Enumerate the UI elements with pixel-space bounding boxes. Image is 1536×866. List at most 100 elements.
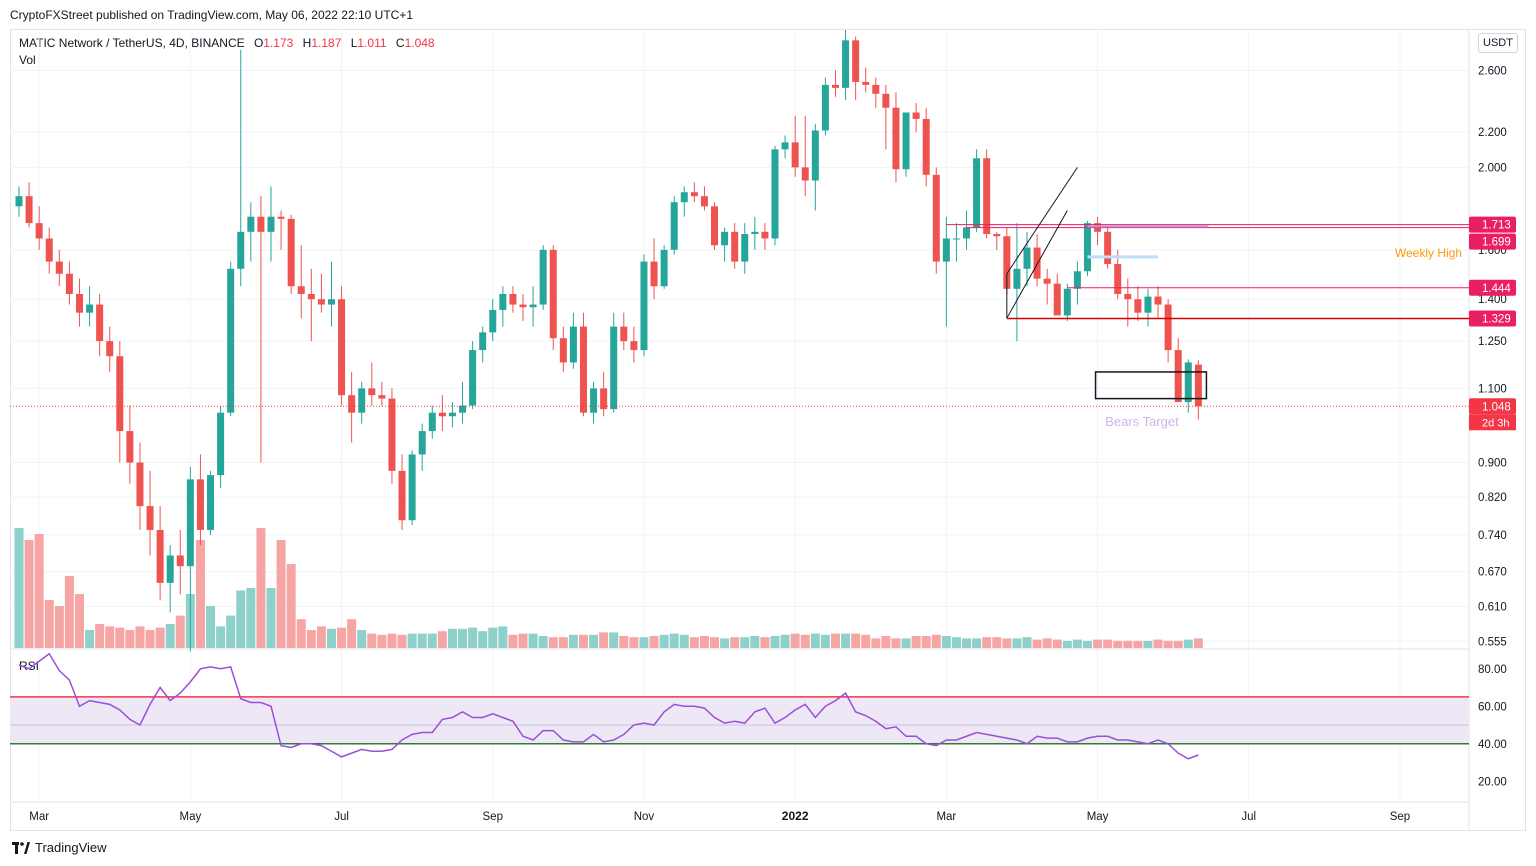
volume-bar (54, 606, 64, 648)
candle-body (418, 431, 426, 455)
candle (761, 223, 769, 250)
candle-body (650, 261, 658, 287)
rsi-legend[interactable]: RSI (19, 659, 40, 673)
volume-bar (508, 634, 518, 648)
volume-bar (478, 631, 488, 648)
time-tick-label: May (1087, 811, 1109, 823)
candle-body (781, 142, 789, 150)
candle (690, 182, 698, 203)
price-tick-label: 1.600 (1478, 245, 1507, 257)
candle-body (610, 326, 618, 410)
volume-bar (629, 637, 639, 648)
candle (156, 506, 164, 601)
candle (771, 145, 779, 246)
target-box (1094, 371, 1208, 400)
candle (650, 238, 658, 300)
candle-body (338, 299, 346, 396)
candle (75, 278, 83, 327)
candle (902, 112, 910, 177)
volume-bar (397, 634, 407, 648)
volume-bar (447, 628, 457, 648)
volume-bar (841, 633, 851, 648)
candle-body (45, 238, 53, 262)
candle (348, 371, 356, 443)
candle (1063, 283, 1071, 321)
rsi-tick-label: 40.00 (1478, 739, 1507, 751)
candle (479, 326, 487, 363)
candle-body (700, 196, 708, 207)
candle (1184, 359, 1192, 413)
candle (1134, 286, 1142, 321)
candle (176, 529, 184, 595)
volume-bar (1103, 639, 1113, 648)
candle-body (590, 388, 598, 413)
tradingview-brand[interactable]: TradingView (12, 840, 107, 855)
volume-bar (1062, 640, 1072, 648)
candle-body (96, 304, 104, 342)
price-tick-label: 2.600 (1478, 65, 1507, 77)
volume-bar (1093, 639, 1103, 648)
low-value: 1.011 (357, 36, 387, 50)
volume-bar (1082, 640, 1092, 648)
candle (207, 470, 215, 535)
volume-bar (125, 630, 135, 648)
rsi-tick-label: 20.00 (1478, 776, 1507, 788)
candle (448, 402, 456, 428)
candle-body (680, 192, 688, 203)
candle (25, 182, 33, 228)
volume-bar (458, 628, 468, 648)
candle (680, 186, 688, 217)
candle (317, 273, 325, 313)
candle (801, 115, 809, 197)
volume-legend[interactable]: Vol (19, 53, 36, 67)
candle-body (398, 470, 406, 521)
candle (1073, 261, 1081, 305)
candle-body (529, 304, 537, 308)
volume-bar (427, 633, 437, 648)
candle-body (670, 202, 678, 250)
candle-body (549, 249, 557, 339)
candle (590, 381, 598, 424)
volume-bar (246, 588, 256, 648)
candle (1013, 223, 1021, 342)
price-tick-label: 2.000 (1478, 162, 1507, 174)
candle (640, 254, 648, 357)
candle (963, 210, 971, 250)
volume-bar (972, 638, 982, 648)
candle-body (1063, 288, 1071, 316)
volume-bar (609, 632, 619, 648)
price-tick-label: 2.200 (1478, 127, 1507, 139)
candle-body (469, 350, 477, 406)
candle-body (217, 412, 225, 476)
volume-bar (347, 619, 357, 648)
volume-bar (578, 634, 588, 648)
candle-body (559, 338, 567, 363)
candle (670, 196, 678, 255)
candle (509, 286, 517, 313)
price-tick-label: 0.670 (1478, 567, 1507, 579)
candle (852, 36, 860, 100)
candle-body (287, 218, 295, 287)
candle-body (1073, 271, 1081, 289)
volume-bar (266, 588, 276, 648)
volume-bar (538, 636, 548, 648)
currency-button[interactable]: USDT (1478, 33, 1518, 53)
candle (751, 216, 759, 250)
price-axis: 2.600 2.200 2.000 1.600 1.400 1.250 1.100 0.900… (1469, 65, 1516, 648)
candle-body (983, 158, 991, 235)
volume-bar (992, 637, 1002, 648)
volume-bar (377, 634, 387, 648)
candle-body (428, 412, 436, 432)
volume-bar (165, 624, 175, 648)
candle-body (620, 326, 628, 342)
candle-body (902, 112, 910, 170)
candle-body (791, 142, 799, 168)
candle-body (207, 475, 215, 530)
symbol-legend[interactable]: MATIC Network / TetherUS, 4D, BINANCE O1… (19, 36, 435, 50)
volume-bar (1123, 640, 1133, 648)
volume-bar (710, 637, 720, 648)
chart-frame (10, 29, 1526, 831)
volume-bar (528, 633, 538, 648)
candle-body (136, 462, 144, 507)
